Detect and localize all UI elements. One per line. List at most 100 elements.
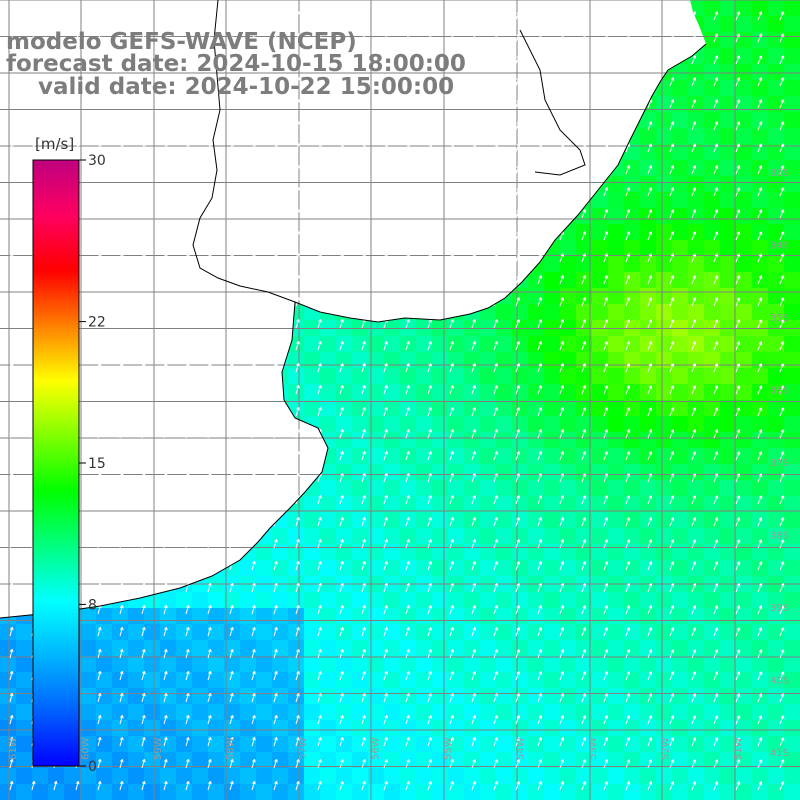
wind-arrow — [427, 517, 432, 527]
wind-arrow — [295, 33, 300, 43]
wind-arrow — [713, 715, 719, 725]
wind-arrow — [735, 495, 741, 505]
wind-arrow — [669, 473, 675, 483]
wind-arrow — [75, 76, 80, 87]
wind-arrow — [691, 561, 697, 571]
wind-arrow — [515, 209, 521, 219]
wind-arrow — [757, 319, 763, 329]
wind-arrow — [603, 429, 609, 439]
wind-arrow — [339, 33, 344, 43]
wind-arrow — [185, 495, 190, 505]
colorbar: [m/s] 30 22 15 8 0 — [32, 135, 106, 775]
wind-arrow — [207, 561, 212, 571]
wind-arrow — [449, 583, 454, 593]
wind-arrow — [317, 385, 322, 395]
wind-arrow — [691, 11, 697, 21]
wind-arrow — [405, 385, 410, 395]
wind-arrow — [581, 517, 587, 527]
wind-arrow — [273, 451, 278, 461]
wind-arrow — [691, 55, 697, 65]
wind-arrow — [119, 560, 124, 571]
wind-arrow — [735, 693, 741, 703]
wind-arrow — [669, 297, 675, 307]
wind-arrow — [119, 428, 124, 439]
wind-arrow — [339, 539, 344, 549]
wind-arrow — [449, 99, 454, 109]
longitude-label: 58W — [226, 737, 237, 760]
wind-arrow — [515, 517, 521, 527]
wind-arrow — [97, 384, 102, 395]
wind-arrow — [97, 670, 102, 681]
wind-arrow — [625, 693, 631, 703]
wind-arrow — [713, 143, 719, 153]
wind-arrow — [581, 451, 587, 461]
latitude-label: 39S — [770, 603, 789, 614]
wind-arrow — [141, 32, 146, 43]
wind-arrow — [669, 693, 675, 703]
wind-arrow — [603, 407, 609, 417]
wind-arrow — [603, 451, 609, 461]
wind-arrow — [185, 319, 190, 329]
wind-arrow — [625, 187, 631, 197]
wind-arrow — [493, 385, 498, 395]
wind-arrow — [625, 539, 631, 549]
wind-arrow — [603, 495, 609, 505]
wind-arrow — [493, 627, 498, 637]
wind-arrow — [251, 231, 256, 241]
wind-arrow — [339, 473, 344, 483]
wind-arrow — [163, 715, 168, 725]
latitude-label: 40S — [770, 676, 789, 687]
wind-arrow — [185, 363, 190, 373]
wind-arrow — [471, 275, 476, 285]
wind-arrow — [449, 407, 454, 417]
wind-arrow — [273, 605, 278, 615]
wind-arrow — [229, 209, 234, 219]
wind-arrow — [471, 539, 476, 549]
wind-arrow — [97, 76, 102, 87]
wind-arrow — [185, 33, 190, 43]
wind-arrow — [229, 297, 234, 307]
wind-arrow — [581, 715, 587, 725]
wind-arrow — [141, 714, 146, 725]
wind-arrow — [31, 54, 36, 65]
wind-arrow — [713, 737, 719, 747]
wind-arrow — [405, 187, 410, 197]
wind-arrow — [339, 55, 344, 65]
wind-arrow — [537, 649, 543, 659]
wind-arrow — [625, 275, 631, 285]
wind-arrow — [229, 671, 234, 681]
wind-arrow — [251, 671, 256, 681]
wind-arrow — [273, 55, 278, 65]
wind-arrow — [229, 759, 234, 769]
wind-arrow — [339, 495, 344, 505]
wind-arrow — [97, 340, 102, 351]
colorbar-tick-label: 30 — [88, 153, 106, 169]
wind-arrow — [207, 33, 212, 43]
wind-arrow — [471, 319, 476, 329]
wind-arrow — [449, 253, 454, 263]
wind-arrow — [669, 341, 675, 351]
wind-arrow — [207, 121, 212, 131]
wind-arrow — [647, 77, 653, 87]
wind-arrow — [405, 605, 410, 615]
wind-arrow — [735, 451, 741, 461]
wind-arrow — [339, 671, 344, 681]
wind-arrow — [273, 759, 278, 769]
wind-arrow — [9, 494, 14, 505]
wind-arrow — [713, 187, 719, 197]
wind-arrow — [647, 561, 653, 571]
wind-arrow — [9, 626, 14, 637]
wind-arrow — [515, 341, 521, 351]
wind-arrow — [581, 33, 587, 43]
wind-arrow — [9, 406, 14, 417]
wind-arrow — [229, 605, 234, 615]
wind-arrow — [427, 297, 432, 307]
wind-arrow — [493, 561, 498, 571]
wind-arrow — [9, 362, 14, 373]
wind-arrow — [735, 143, 741, 153]
wind-arrow — [317, 451, 322, 461]
wind-arrow — [405, 11, 410, 21]
wind-arrow — [97, 648, 102, 659]
wind-arrow — [669, 737, 675, 747]
wind-arrow — [713, 693, 719, 703]
